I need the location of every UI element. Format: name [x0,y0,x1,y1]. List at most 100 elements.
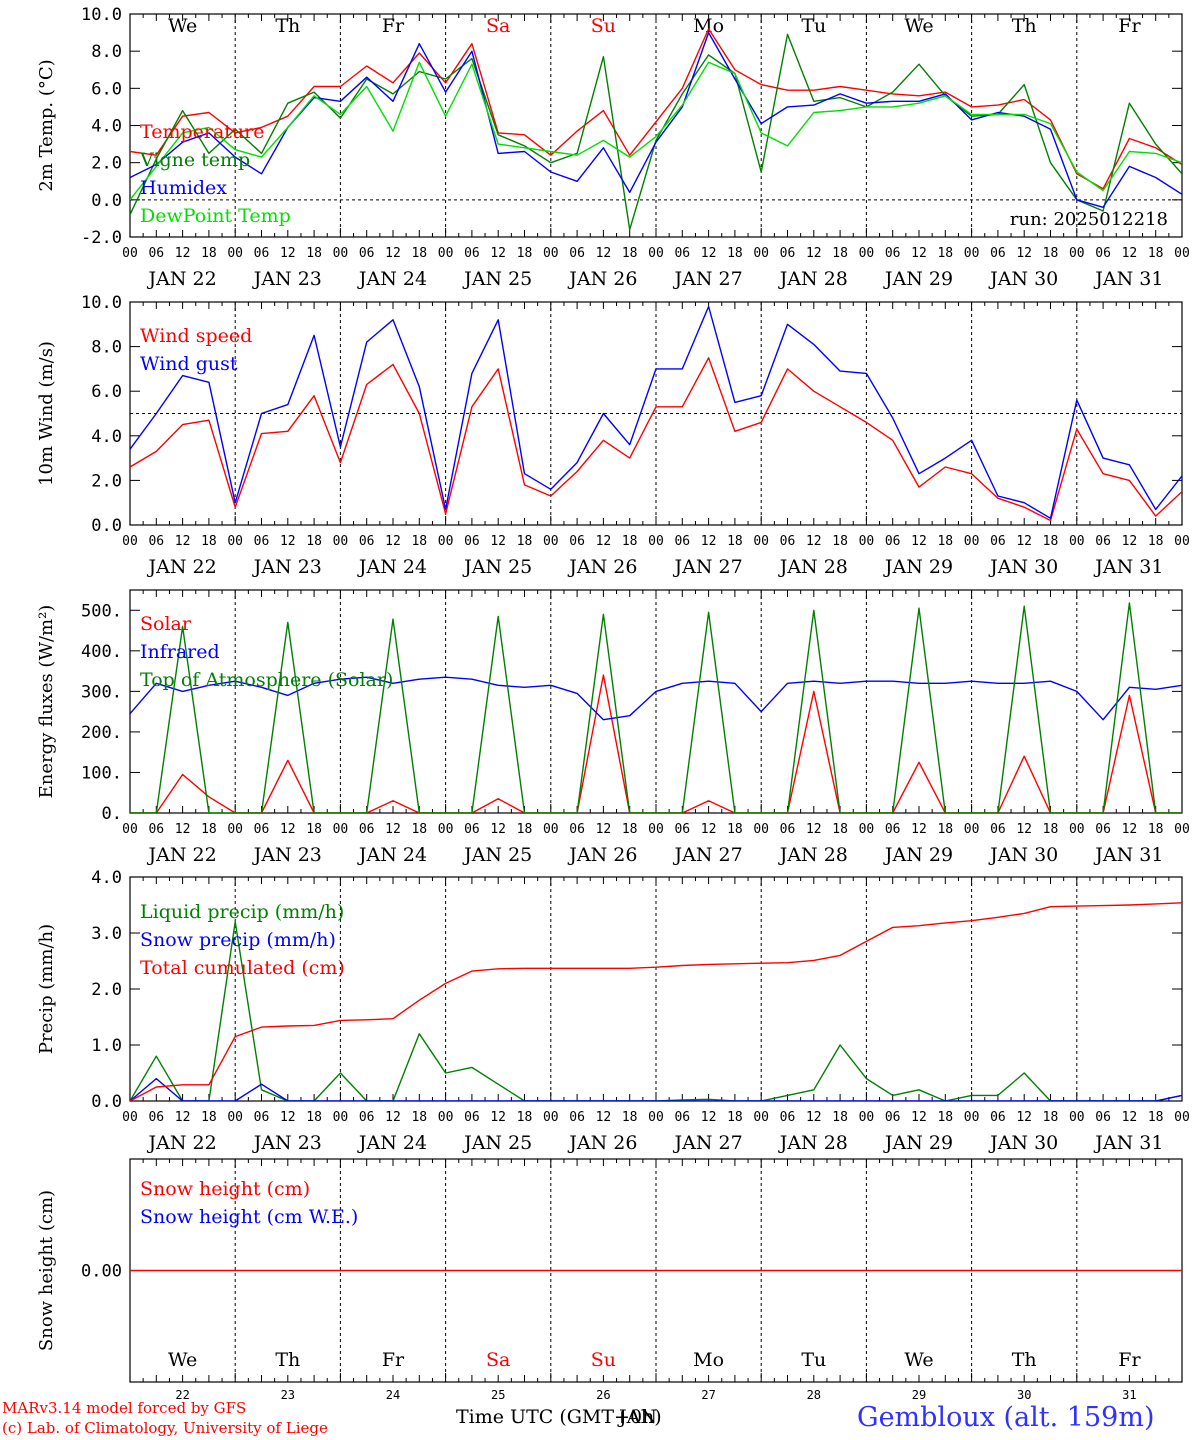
hour-tick-label: 18 [517,822,533,837]
hour-tick-label: 06 [569,246,585,261]
hour-tick-label: 06 [148,822,164,837]
y-tick-label: 400. [81,642,122,662]
hour-tick-label: 06 [254,822,270,837]
plot-frame [129,13,1183,238]
legend-entry: Snow height (cm) [140,1178,310,1200]
weekday-label: Mo [693,1349,724,1371]
day-number-label: 30 [1017,1388,1031,1402]
date-label: JAN 26 [567,1132,637,1154]
y-tick-label: 2.0 [91,980,122,1000]
hour-tick-label: 12 [1122,534,1138,549]
hour-tick-label: 12 [280,1110,296,1125]
hour-tick-label: 00 [648,1110,664,1125]
hour-tick-label: 00 [543,534,559,549]
weekday-label: Tu [801,15,826,37]
date-label: JAN 24 [357,844,427,866]
hour-tick-label: 06 [359,822,375,837]
date-label: JAN 30 [988,1132,1058,1154]
date-label: JAN 24 [357,268,427,290]
hour-tick-label: 06 [885,822,901,837]
hour-tick-label: 12 [911,246,927,261]
hour-tick-label: 00 [753,534,769,549]
y-tick-label: 0. [102,804,122,824]
date-label: JAN 24 [357,1132,427,1154]
date-label: JAN 25 [462,1132,532,1154]
date-label: JAN 26 [567,268,637,290]
y-tick-label: 100. [81,763,122,783]
hour-tick-label: 06 [1095,246,1111,261]
time-ticks [129,1159,1183,1382]
hour-tick-label: 00 [648,822,664,837]
y-tick-label: 2.0 [91,154,122,174]
weekday-label: Fr [382,1349,405,1371]
legend-entry: Top of Atmosphere (Solar) [140,669,393,691]
hour-tick-label: 12 [596,822,612,837]
hour-tick-label: 06 [990,1110,1006,1125]
y-tick-label: 6.0 [91,382,122,402]
hour-tick-label: 06 [254,1110,270,1125]
day-number-label: 29 [912,1388,926,1402]
x-axis-overlap-label: JAN [619,1406,657,1428]
hour-tick-label: 18 [832,246,848,261]
panel-4: 0.0 1.0 2.0 3.0 4.0 Precip (mm/h) 00 06 12 18 JAN … [36,868,1190,1154]
series-line-dewpoint-temp [130,61,1182,201]
hour-tick-label: 00 [122,1110,138,1125]
hour-tick-label: 12 [490,246,506,261]
day-number-label: 23 [281,1388,295,1402]
hour-tick-label: 00 [753,822,769,837]
hour-tick-label: 00 [1069,1110,1085,1125]
hour-tick-label: 18 [411,246,427,261]
series-group [130,305,1182,522]
series-line-solar [130,674,1182,813]
hour-tick-label: 18 [622,1110,638,1125]
weekday-label: Su [591,15,616,37]
y-tick-label: 3.0 [91,924,122,944]
date-label: JAN 28 [778,556,848,578]
hour-tick-label: 18 [201,534,217,549]
hour-tick-label: 00 [1174,1110,1190,1125]
date-label: JAN 27 [673,556,743,578]
date-label: JAN 27 [673,268,743,290]
hour-tick-label: 12 [490,1110,506,1125]
date-label: JAN 25 [462,268,532,290]
hour-tick-label: 00 [122,822,138,837]
hour-tick-label: 00 [227,1110,243,1125]
date-label: JAN 23 [252,268,322,290]
y-tick-label: 10.0 [81,5,122,25]
y-axis-label: Precip (mm/h) [36,924,57,1054]
weekday-label: We [168,1349,197,1371]
day-number-label: 27 [701,1388,715,1402]
series-group [130,902,1182,1101]
hour-tick-label: 06 [885,534,901,549]
date-label: JAN 31 [1093,844,1163,866]
hour-tick-label: 00 [1174,534,1190,549]
hour-tick-label: 00 [1069,822,1085,837]
y-tick-label: 0.0 [91,1092,122,1112]
legend-entry: Infrared [140,641,220,663]
date-label: JAN 27 [673,1132,743,1154]
hour-tick-label: 18 [832,1110,848,1125]
y-tick-label: 300. [81,682,122,702]
hour-tick-label: 18 [201,822,217,837]
weekday-label: Fr [1118,1349,1141,1371]
hour-tick-label: 18 [622,246,638,261]
date-label: JAN 22 [147,844,217,866]
weekday-label: Tu [801,1349,826,1371]
hour-tick-label: 06 [148,534,164,549]
hour-tick-label: 00 [543,1110,559,1125]
hour-tick-label: 06 [780,822,796,837]
date-label: JAN 31 [1093,1132,1163,1154]
hour-tick-label: 18 [306,534,322,549]
panel-1: -2.0 0.0 2.0 4.0 6.0 8.0 10.0 2m Temp. (°C) We Th… [36,5,1190,290]
legend-entry: Liquid precip (mm/h) [140,901,344,923]
hour-tick-label: 00 [859,1110,875,1125]
hour-tick-label: 00 [333,246,349,261]
hour-tick-label: 06 [569,822,585,837]
hour-tick-label: 06 [148,1110,164,1125]
hour-tick-label: 00 [753,1110,769,1125]
hour-tick-label: 12 [490,822,506,837]
hour-tick-label: 00 [1174,822,1190,837]
hour-tick-label: 18 [1043,534,1059,549]
hour-tick-label: 12 [385,1110,401,1125]
hour-tick-label: 12 [1122,246,1138,261]
